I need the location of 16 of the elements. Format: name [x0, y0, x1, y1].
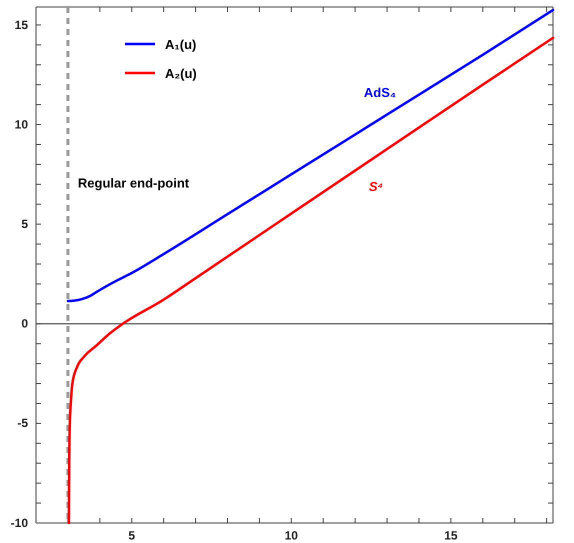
annotation: AdS₄	[364, 85, 396, 100]
x-tick-label: 15	[444, 528, 458, 543]
y-tick-label: -5	[17, 416, 28, 430]
x-tick-label: 10	[284, 528, 298, 543]
y-tick-label: -10	[10, 516, 28, 530]
x-tick-label: 5	[128, 528, 136, 543]
legend-label: A₁(u)	[165, 37, 196, 52]
y-tick-label: 15	[14, 18, 28, 32]
y-tick-label: 0	[21, 316, 28, 331]
y-tick-label: 5	[21, 217, 28, 231]
legend-label: A₂(u)	[165, 66, 197, 81]
ref-line-label: Regular end-point	[78, 176, 190, 191]
line-series	[66, 8, 554, 302]
annotation: S⁴	[368, 179, 384, 194]
line-series	[68, 36, 554, 524]
y-tick-label: 10	[14, 117, 28, 132]
